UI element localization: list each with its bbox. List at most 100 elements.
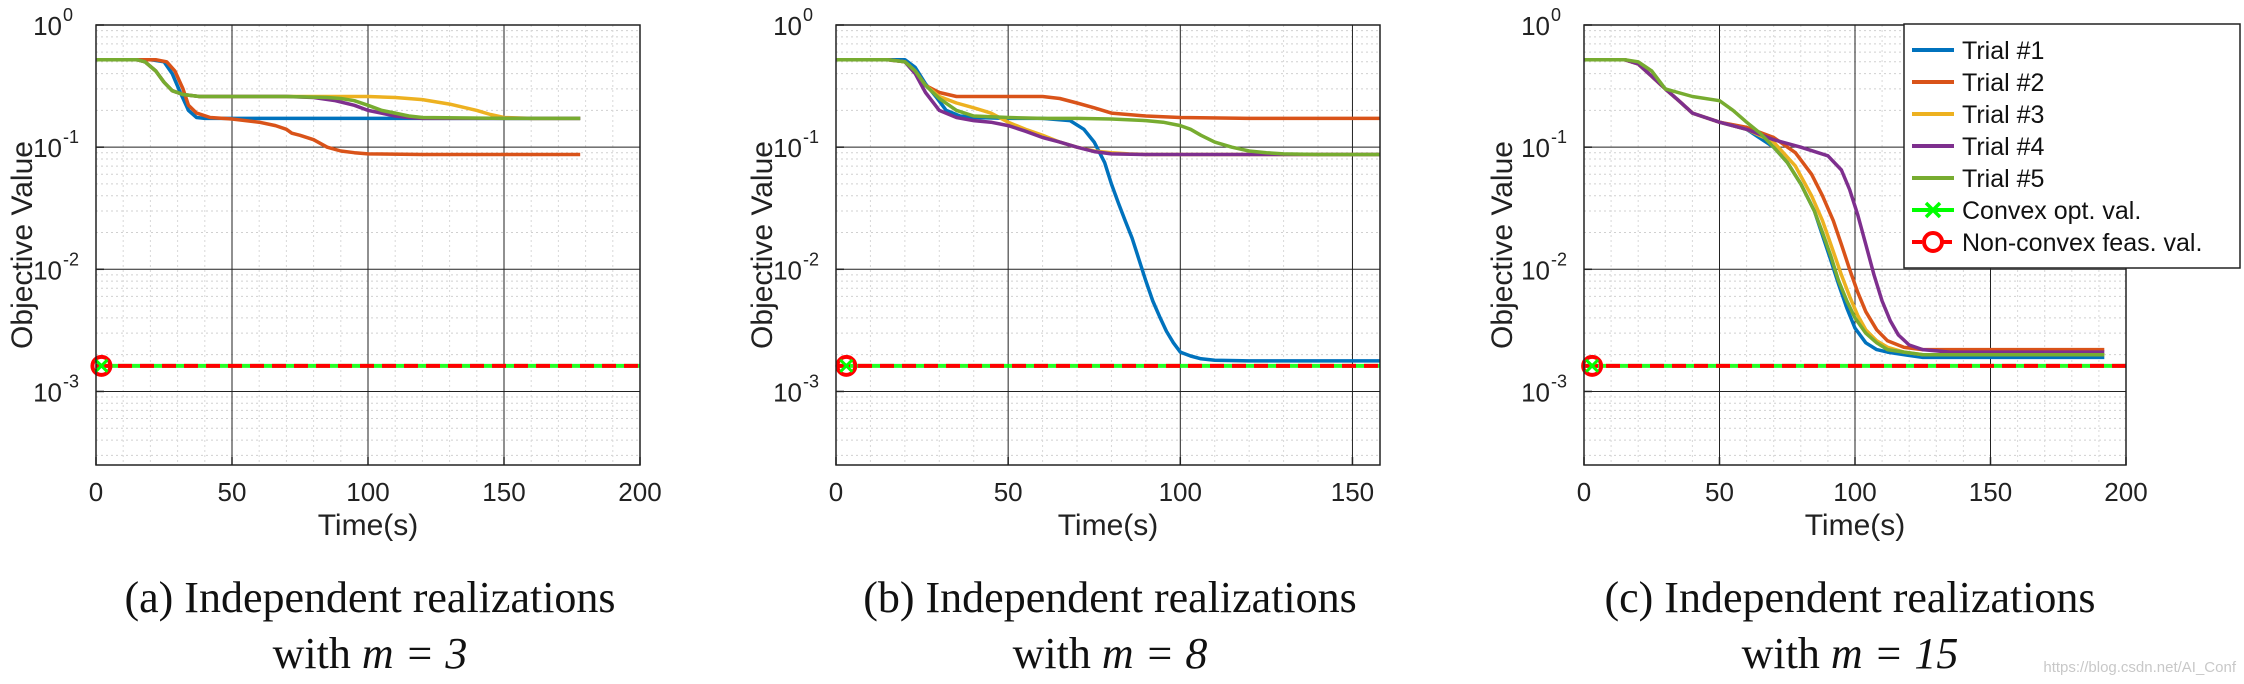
svg-text:10: 10	[1521, 255, 1550, 285]
caption-c-line1: (c) Independent realizations	[1604, 573, 2096, 622]
x-tick-label: 100	[346, 477, 389, 507]
caption-b-line1: (b) Independent realizations	[863, 573, 1357, 622]
y-tick-label: 10 0	[33, 5, 73, 41]
legend-label: Trial #5	[1962, 165, 2044, 193]
caption-b-math: m = 8	[1101, 629, 1208, 678]
svg-text:10: 10	[773, 377, 802, 407]
marker-circle	[835, 354, 858, 377]
legend-item: Trial #1	[1912, 37, 2044, 65]
x-tick-label: 100	[1833, 477, 1876, 507]
y-axis-label: Objective Value	[1486, 141, 1519, 349]
svg-text:10: 10	[773, 255, 802, 285]
major-grid-b	[836, 25, 1380, 465]
x-tick-label: 150	[1969, 477, 2012, 507]
panel-b: 0 50 100 150 10 0 10 -1 10 -2 10 -3 Time(s) Objective…	[740, 0, 1480, 684]
legend-label: Trial #3	[1962, 101, 2044, 129]
marker-x	[94, 358, 109, 373]
caption-c: (c) Independent realizations with m = 15	[1580, 570, 2120, 682]
x-tick-label: 50	[1705, 477, 1734, 507]
series-line-trial-4	[836, 57, 1380, 157]
svg-text:10: 10	[1521, 11, 1550, 41]
series-line-trial-5	[1584, 57, 2105, 357]
watermark: https://blog.csdn.net/AI_Conf	[2043, 659, 2236, 676]
series-line-trial-5	[836, 57, 1380, 157]
svg-text:10: 10	[33, 255, 62, 285]
svg-text:0: 0	[1551, 5, 1561, 25]
legend-label: Trial #2	[1962, 69, 2044, 97]
y-axis-label: Objective Value	[746, 141, 779, 349]
x-tick-label: 150	[482, 477, 525, 507]
caption-a-prefix: with	[272, 629, 362, 678]
series-line-trial-1	[836, 57, 1380, 363]
svg-text:-2: -2	[1551, 249, 1567, 269]
y-tick-label: 10 0	[773, 5, 813, 41]
svg-text:-2: -2	[803, 249, 819, 269]
svg-text:-1: -1	[803, 127, 819, 147]
legend-item: Non-convex feas. val.	[1912, 229, 2202, 257]
legend-item: Trial #3	[1912, 101, 2044, 129]
caption-a-line1: (a) Independent realizations	[124, 573, 616, 622]
svg-text:-3: -3	[803, 371, 819, 391]
minor-grid-b	[836, 25, 1380, 465]
legend-label: Trial #4	[1962, 133, 2045, 161]
series-line-trial-2	[96, 57, 581, 157]
caption-a-line2: with m = 3	[100, 626, 640, 682]
x-axis-label: Time(s)	[318, 509, 419, 542]
y-tick-label: 10 -1	[1521, 127, 1567, 163]
caption-b-prefix: with	[1012, 629, 1102, 678]
x-tick-label: 200	[618, 477, 661, 507]
svg-text:10: 10	[773, 133, 802, 163]
y-tick-label: 10 -3	[1521, 371, 1567, 407]
legend-label: Trial #1	[1962, 37, 2044, 65]
y-tick-label: 10 -1	[773, 127, 819, 163]
svg-text:10: 10	[33, 377, 62, 407]
x-tick-label: 0	[89, 477, 103, 507]
y-tick-label: 10 -3	[33, 371, 79, 407]
svg-text:0: 0	[63, 5, 73, 25]
svg-text:0: 0	[803, 5, 813, 25]
svg-text:10: 10	[33, 133, 62, 163]
caption-b-line2: with m = 8	[840, 626, 1380, 682]
series-line-trial-5	[96, 57, 581, 121]
legend-box	[1903, 23, 2241, 269]
y-tick-label: 10 -3	[773, 371, 819, 407]
legend-item: Trial #2	[1912, 69, 2044, 97]
legend-label: Convex opt. val.	[1962, 197, 2141, 225]
caption-a-math: m = 3	[361, 629, 468, 678]
y-tick-label: 10 -2	[33, 249, 79, 285]
svg-text:-3: -3	[63, 371, 79, 391]
x-tick-label: 0	[1577, 477, 1591, 507]
marker-circle	[90, 354, 113, 377]
y-tick-label: 10 -2	[1521, 249, 1567, 285]
svg-text:-3: -3	[1551, 371, 1567, 391]
x-axis-label: Time(s)	[1805, 509, 1906, 542]
caption-a: (a) Independent realizations with m = 3	[100, 570, 640, 682]
panel-c: 0 50 100 150 200 10 0 10 -1 10 -2 10 -3 Time(s) Object…	[1480, 0, 2244, 684]
x-tick-label: 50	[218, 477, 247, 507]
legend-item: Convex opt. val.	[1912, 197, 2141, 225]
caption-c-prefix: with	[1741, 629, 1831, 678]
caption-b: (b) Independent realizations with m = 8	[840, 570, 1380, 682]
legend-item: Trial #5	[1912, 165, 2044, 193]
y-tick-label: 10 0	[1521, 5, 1561, 41]
svg-text:-2: -2	[63, 249, 79, 269]
y-axis-label: Objective Value	[6, 141, 39, 349]
x-tick-label: 0	[829, 477, 843, 507]
svg-text:10: 10	[33, 11, 62, 41]
x-tick-label: 50	[994, 477, 1023, 507]
major-grid-a	[96, 25, 640, 465]
svg-text:-1: -1	[63, 127, 79, 147]
marker-x	[839, 358, 854, 373]
legend-label: Non-convex feas. val.	[1962, 229, 2202, 257]
panel-a: 0 50 100 150 200 10 0 10 -1 10 -2 10 -3 Time(s) Object…	[0, 0, 740, 684]
legend: Trial #1 Trial #2 Trial #3 Trial #4 Trial #5…	[1903, 23, 2241, 269]
x-tick-label: 200	[2104, 477, 2147, 507]
x-axis-label: Time(s)	[1058, 509, 1159, 542]
x-tick-label: 100	[1159, 477, 1202, 507]
svg-text:10: 10	[773, 11, 802, 41]
svg-text:10: 10	[1521, 377, 1550, 407]
caption-c-math: m = 15	[1830, 629, 1959, 678]
